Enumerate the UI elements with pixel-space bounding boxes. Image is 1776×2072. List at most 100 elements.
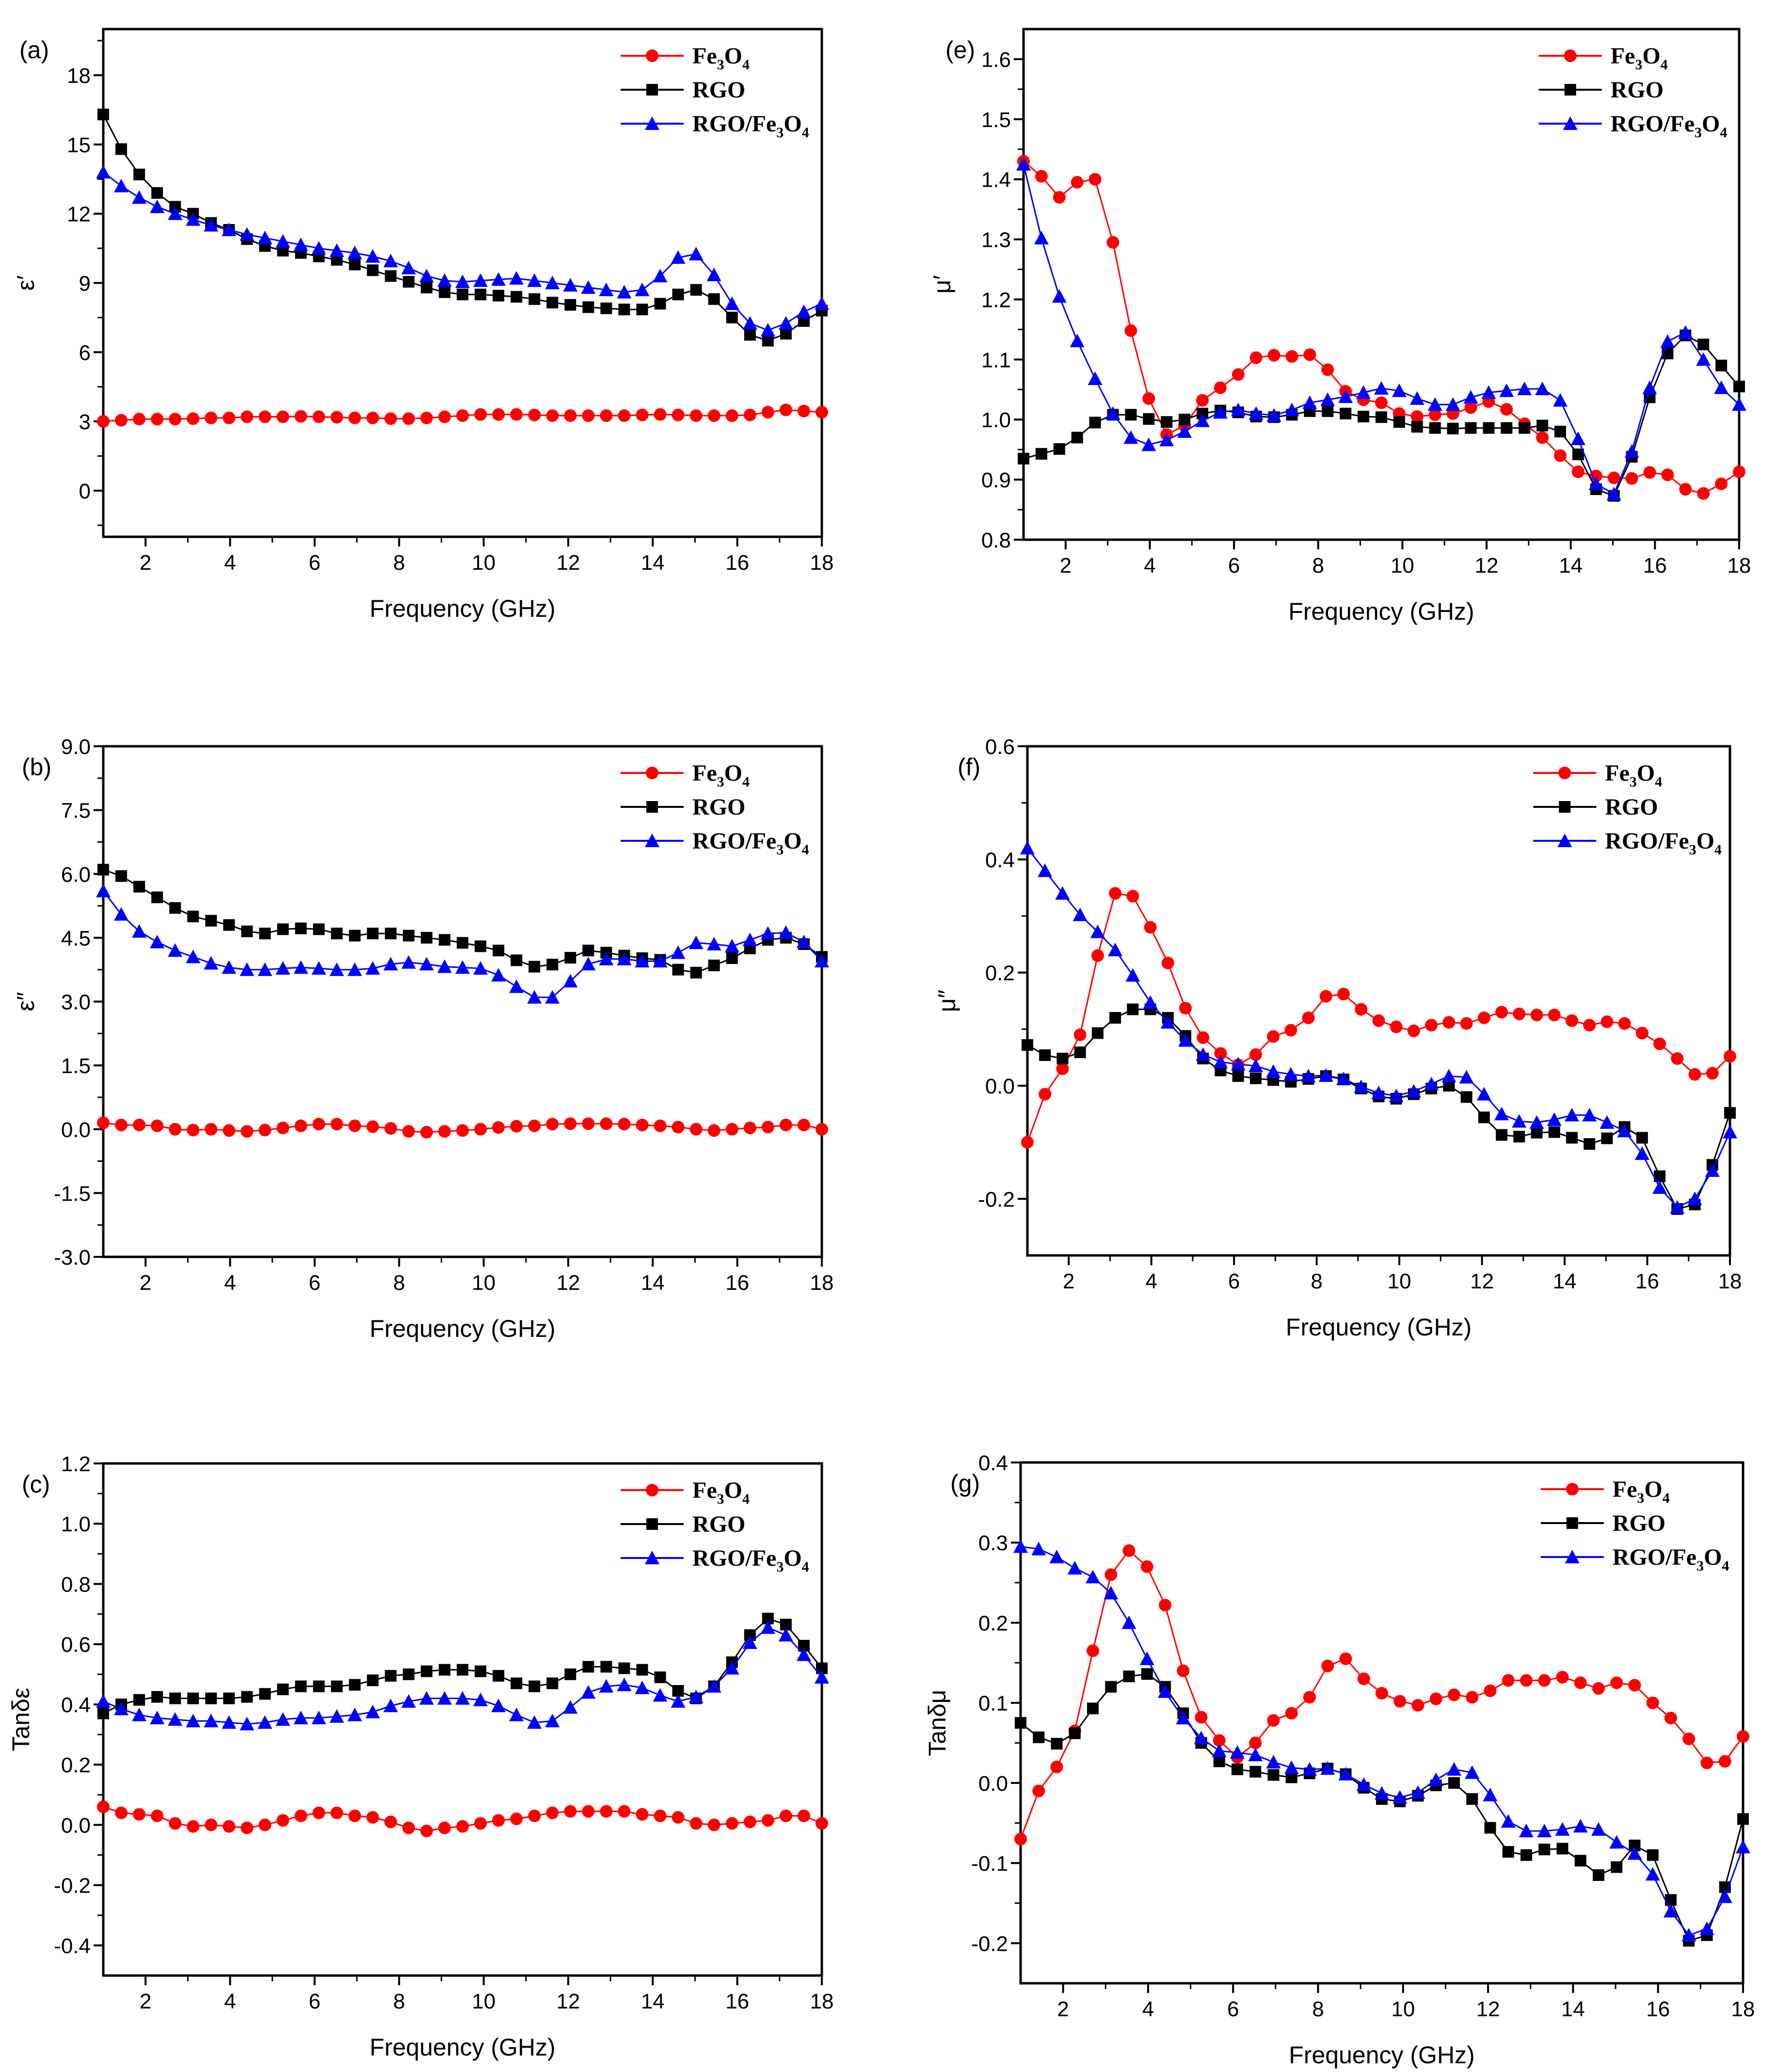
data-point <box>1483 1787 1498 1801</box>
x-tick-label: 6 <box>309 551 320 575</box>
data-point <box>383 254 398 268</box>
y-tick-label: -0.2 <box>54 1874 91 1898</box>
data-point <box>187 1820 200 1833</box>
y-tick-label: 7.5 <box>61 799 91 823</box>
x-axis-title: Frequency (GHz) <box>1286 1314 1472 1341</box>
data-point <box>96 1694 111 1708</box>
data-point <box>1021 1136 1034 1149</box>
data-point <box>348 1809 361 1822</box>
data-point <box>1337 988 1350 1000</box>
data-point <box>1459 1070 1474 1084</box>
data-point <box>223 411 236 424</box>
legend-label: Fe3O4 <box>1613 1477 1670 1506</box>
data-point <box>1589 469 1602 482</box>
data-point <box>1538 1674 1551 1687</box>
data-point <box>240 227 255 241</box>
x-tick-label: 2 <box>1060 554 1072 578</box>
data-point <box>600 1805 613 1818</box>
x-tick-label: 8 <box>1312 1997 1324 2021</box>
data-point <box>295 1680 307 1692</box>
legend-label: RGO/Fe3O4 <box>692 828 809 858</box>
data-point <box>1679 482 1692 496</box>
legend-label: RGO/Fe3O4 <box>1611 111 1728 141</box>
data-point <box>365 249 380 263</box>
data-point <box>1195 413 1210 427</box>
data-point <box>1052 289 1067 303</box>
data-point <box>672 1121 685 1134</box>
data-point <box>1127 1003 1139 1015</box>
data-point <box>222 1715 237 1729</box>
data-point <box>275 1712 290 1726</box>
data-point <box>97 1116 110 1129</box>
data-point <box>1056 1062 1069 1075</box>
x-tick-label: 2 <box>140 1990 151 2013</box>
data-point <box>1141 1668 1153 1680</box>
chart-panel-g: 2 4 6 8 10 12 14 16 18 -0.2 -0.1 0.0 0.1 0.2 0.3 0.4 Fre… <box>924 1451 1755 2069</box>
y-tick-label: 0.4 <box>978 1451 1008 1475</box>
data-point <box>1284 402 1299 417</box>
data-point <box>169 1817 182 1830</box>
data-point <box>1284 1024 1297 1037</box>
y-tick-label: 1.0 <box>981 408 1011 432</box>
data-point <box>1161 416 1173 428</box>
data-point <box>636 408 649 421</box>
data-point <box>1322 405 1334 417</box>
data-point <box>1625 472 1638 485</box>
y-tick-label: 1.0 <box>61 1512 91 1536</box>
x-tick-label: 18 <box>810 551 834 575</box>
x-axis-title: Frequency (GHz) <box>1288 598 1474 625</box>
data-point <box>168 206 183 220</box>
data-point <box>564 1805 577 1818</box>
data-point <box>1733 466 1745 479</box>
data-point <box>742 1635 757 1649</box>
data-point <box>475 1665 487 1677</box>
data-point <box>151 1119 164 1132</box>
data-point <box>564 952 576 964</box>
data-point <box>132 924 147 938</box>
data-point <box>1610 1676 1623 1689</box>
data-point <box>275 234 290 248</box>
data-point <box>114 1702 129 1716</box>
data-point <box>97 1707 109 1719</box>
data-point <box>1411 1699 1424 1712</box>
data-point <box>1607 471 1620 484</box>
data-point <box>1124 324 1137 337</box>
data-point <box>1109 1012 1121 1024</box>
data-point <box>1600 1015 1614 1028</box>
data-point <box>600 1117 613 1130</box>
data-point <box>1371 1086 1386 1100</box>
plot-frame <box>102 1462 823 1977</box>
legend-label: RGO <box>1611 77 1664 103</box>
y-tick-label: 1.5 <box>61 1054 91 1078</box>
data-point <box>1109 887 1122 900</box>
x-tick-label: 18 <box>1718 1269 1742 1293</box>
x-axis-title: Frequency (GHz) <box>369 595 555 622</box>
x-tick-label: 16 <box>1643 554 1667 578</box>
data-point <box>275 961 290 975</box>
data-point <box>97 109 109 121</box>
series-RGO-Fe3O4 <box>1020 841 1737 1214</box>
data-point <box>527 1715 542 1729</box>
data-point <box>653 269 668 283</box>
data-point <box>205 1692 217 1704</box>
data-point <box>654 408 667 421</box>
data-point <box>349 930 361 942</box>
data-point <box>294 1809 307 1822</box>
data-point <box>599 282 614 296</box>
data-point <box>402 1125 415 1138</box>
data-point <box>564 299 576 311</box>
data-point <box>97 1800 110 1814</box>
data-point <box>743 1122 756 1135</box>
data-point <box>725 409 738 422</box>
data-point <box>582 945 594 957</box>
data-point <box>258 1124 272 1137</box>
data-point <box>1519 422 1531 434</box>
data-point <box>724 1661 739 1675</box>
data-point <box>635 954 650 968</box>
series-line <box>103 171 822 331</box>
data-point <box>169 413 182 426</box>
data-point <box>1681 1927 1696 1942</box>
legend-label: RGO <box>692 794 745 820</box>
x-tick-label: 6 <box>1228 554 1240 578</box>
data-point <box>1565 1014 1578 1027</box>
